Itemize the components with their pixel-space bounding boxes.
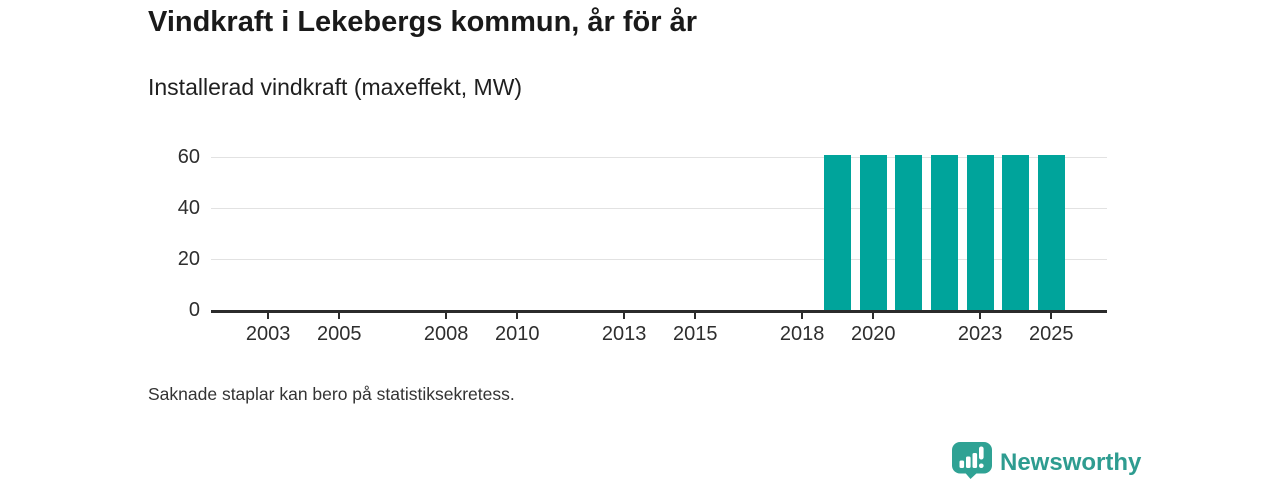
x-tick-label-2005: 2005 <box>317 323 362 345</box>
x-tick-2025 <box>1050 313 1053 319</box>
y-tick-label-0: 0 <box>188 299 200 321</box>
bar-2023 <box>966 155 994 310</box>
x-tick-label-2018: 2018 <box>779 323 825 345</box>
chart-title: Vindkraft i Lekebergs kommun, år för år <box>148 6 698 38</box>
chart-footnote: Saknade staplar kan bero på statistiksek… <box>148 384 515 404</box>
x-tick-label-2010: 2010 <box>495 323 540 345</box>
x-tick-2013 <box>623 313 626 319</box>
x-tick-label-2008: 2008 <box>423 323 469 345</box>
plot-area <box>211 140 1107 313</box>
x-tick-label-2023: 2023 <box>957 323 1003 345</box>
bar-2021 <box>895 155 923 310</box>
x-tick-label-2003: 2003 <box>245 323 291 345</box>
bar-2024 <box>1002 155 1030 310</box>
x-tick-label-2025: 2025 <box>1029 323 1074 345</box>
y-tick-label-60: 60 <box>177 146 200 169</box>
x-tick-2015 <box>694 313 697 319</box>
x-tick-2018 <box>801 313 804 319</box>
bar-2019 <box>824 155 852 310</box>
bar-2022 <box>931 155 958 310</box>
x-tick-2023 <box>979 313 982 319</box>
y-tick-label-40: 40 <box>177 197 200 220</box>
x-tick-label-2015: 2015 <box>673 323 718 345</box>
newsworthy-logo-icon <box>952 442 992 480</box>
x-tick-label-2013: 2013 <box>601 323 647 345</box>
x-tick-label-2020: 2020 <box>851 323 896 345</box>
gridline-60 <box>211 157 1107 159</box>
y-tick-label-20: 20 <box>177 248 200 271</box>
x-tick-2020 <box>872 313 875 319</box>
gridline-20 <box>211 259 1107 261</box>
bar-2020 <box>859 155 887 310</box>
x-tick-2003 <box>267 313 270 319</box>
brand-logo[interactable]: Newsworthy <box>952 442 1141 480</box>
x-tick-2005 <box>338 313 341 319</box>
bar-2025 <box>1037 155 1065 310</box>
x-tick-2010 <box>516 313 519 319</box>
x-tick-2008 <box>445 313 448 319</box>
brand-name: Newsworthy <box>1000 449 1142 476</box>
chart-subtitle: Installerad vindkraft (maxeffekt, MW) <box>148 74 523 100</box>
gridline-40 <box>211 208 1107 210</box>
